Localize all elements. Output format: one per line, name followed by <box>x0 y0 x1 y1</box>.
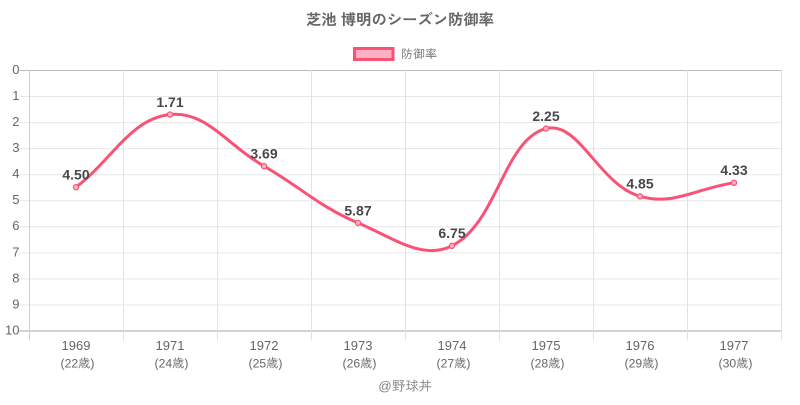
svg-text:(27: (27 <box>437 357 455 371</box>
svg-text:): ) <box>372 357 376 371</box>
svg-text:): ) <box>90 357 94 371</box>
svg-text:0: 0 <box>12 62 19 77</box>
svg-text:3.69: 3.69 <box>250 146 277 162</box>
svg-text:4.50: 4.50 <box>62 167 89 183</box>
svg-text:10: 10 <box>5 322 19 337</box>
svg-text:1972: 1972 <box>250 338 279 353</box>
svg-text:4: 4 <box>12 166 19 181</box>
svg-text:): ) <box>184 357 188 371</box>
svg-text:1969: 1969 <box>62 338 91 353</box>
svg-text:): ) <box>278 357 282 371</box>
svg-text:6.75: 6.75 <box>438 225 465 241</box>
svg-text:1974: 1974 <box>438 338 467 353</box>
svg-text:7: 7 <box>12 244 19 259</box>
svg-text:@: @ <box>378 379 392 394</box>
svg-text:3: 3 <box>12 140 19 155</box>
svg-text:(24: (24 <box>155 357 173 371</box>
svg-text:1976: 1976 <box>626 338 655 353</box>
svg-text:8: 8 <box>12 270 19 285</box>
svg-text:1973: 1973 <box>344 338 373 353</box>
svg-text:4.85: 4.85 <box>626 176 653 192</box>
svg-text:5: 5 <box>12 192 19 207</box>
svg-text:(29: (29 <box>625 357 643 371</box>
svg-text:9: 9 <box>12 296 19 311</box>
svg-text:): ) <box>466 357 470 371</box>
svg-text:1977: 1977 <box>720 338 749 353</box>
svg-text:2.25: 2.25 <box>532 108 559 124</box>
svg-text:(26: (26 <box>343 357 361 371</box>
svg-text:): ) <box>748 357 752 371</box>
svg-text:(22: (22 <box>61 357 79 371</box>
svg-text:1971: 1971 <box>156 338 185 353</box>
svg-text:1.71: 1.71 <box>156 94 183 110</box>
svg-text:): ) <box>654 357 658 371</box>
svg-text:5.87: 5.87 <box>344 202 371 218</box>
svg-text:1975: 1975 <box>532 338 561 353</box>
svg-text:): ) <box>560 357 564 371</box>
svg-text:(30: (30 <box>719 357 737 371</box>
svg-text:4.33: 4.33 <box>720 162 747 178</box>
svg-text:2: 2 <box>12 114 19 129</box>
svg-text:(28: (28 <box>531 357 549 371</box>
svg-text:(25: (25 <box>249 357 267 371</box>
svg-text:6: 6 <box>12 218 19 233</box>
svg-text:1: 1 <box>12 88 19 103</box>
